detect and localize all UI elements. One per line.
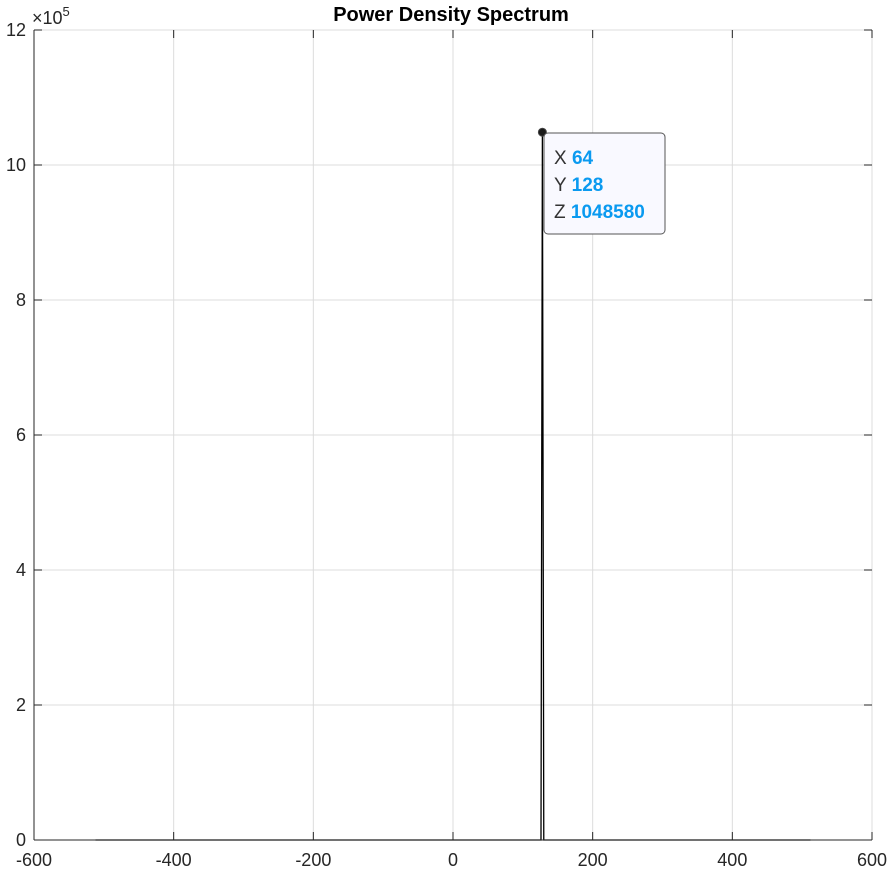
- tick-labels: -600 -400 -200 0 200 400 600 0 2 4 6 8 10 12: [6, 20, 887, 870]
- x-tick-label: -200: [295, 850, 331, 870]
- data-tip-key-z: Z: [554, 202, 566, 223]
- data-tip-key-y: Y: [554, 175, 567, 196]
- x-tick-label: -600: [16, 850, 52, 870]
- x-tick-label: -400: [156, 850, 192, 870]
- y-tick-label: 12: [6, 20, 26, 40]
- y-tick-label: 0: [16, 830, 26, 850]
- y-tick-label: 10: [6, 155, 26, 175]
- data-tip-row-z: Z 1048580: [554, 202, 645, 223]
- y-tick-label: 2: [16, 695, 26, 715]
- y-axis-exponent: ×105: [32, 4, 70, 28]
- data-tip[interactable]: X 64 Y 128 Z 1048580: [537, 127, 666, 235]
- x-tick-label: 0: [448, 850, 458, 870]
- y-tick-label: 4: [16, 560, 26, 580]
- data-tip-value-y: 128: [572, 175, 604, 196]
- data-tip-row-y: Y 128: [554, 175, 603, 196]
- y-tick-label: 6: [16, 425, 26, 445]
- x-tick-label: 200: [578, 850, 608, 870]
- data-tip-value-x: 64: [572, 148, 594, 169]
- svg-text:×105: ×105: [32, 4, 70, 28]
- x-tick-label: 400: [717, 850, 747, 870]
- grid-lines: [33, 29, 873, 841]
- data-tip-box: [543, 132, 666, 235]
- y-tick-label: 8: [16, 290, 26, 310]
- y-exponent-base: ×10: [32, 8, 63, 28]
- data-tip-marker[interactable]: [537, 127, 547, 137]
- x-tick-label: 600: [857, 850, 887, 870]
- data-tip-row-x: X 64: [554, 148, 594, 169]
- axes: [33, 29, 873, 841]
- data-tip-key-x: X: [554, 148, 567, 169]
- data-tip-value-z: 1048580: [571, 202, 645, 223]
- y-exponent-power: 5: [63, 4, 70, 19]
- chart-title: Power Density Spectrum: [333, 4, 569, 26]
